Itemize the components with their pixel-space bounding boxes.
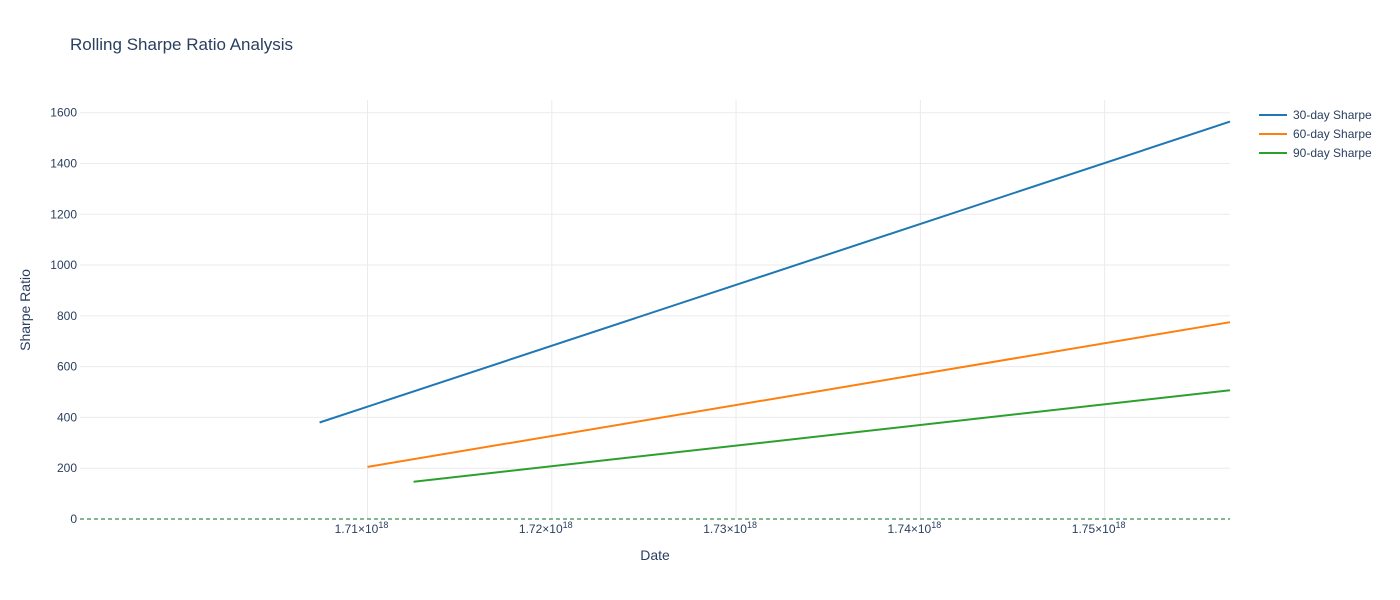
legend-item[interactable]: 30-day Sharpe: [1259, 108, 1372, 122]
chart-title: Rolling Sharpe Ratio Analysis: [70, 35, 293, 54]
y-axis-ticks: 0 200 400 600 800 1000 1200 1400 1600: [50, 106, 77, 526]
y-tick-label: 1000: [50, 258, 77, 272]
y-tick-label: 1200: [50, 207, 77, 221]
x-tick-label: 1.71×1018: [335, 520, 389, 536]
series-layer: [319, 120, 1231, 483]
x-axis-ticks: 1.71×1018 1.72×1018 1.73×1018 1.74×1018 1.75…: [335, 520, 1126, 536]
y-tick-label: 800: [57, 309, 77, 323]
x-tick-label: 1.72×1018: [519, 520, 573, 536]
x-tick-label: 1.73×1018: [703, 520, 757, 536]
x-tick-label: 1.74×1018: [888, 520, 942, 536]
x-axis-title: Date: [640, 547, 670, 563]
series-line-2: [367, 321, 1231, 468]
legend-label: 90-day Sharpe: [1293, 146, 1372, 160]
y-tick-label: 400: [57, 410, 77, 424]
legend[interactable]: 30-day Sharpe 60-day Sharpe 90-day Sharpe: [1259, 108, 1372, 160]
y-tick-label: 0: [70, 512, 77, 526]
y-axis-title: Sharpe Ratio: [17, 269, 33, 351]
legend-label: 60-day Sharpe: [1293, 127, 1372, 141]
legend-item[interactable]: 90-day Sharpe: [1259, 146, 1372, 160]
grid-layer: [80, 100, 1230, 519]
series-line-1: [319, 120, 1231, 424]
y-tick-label: 200: [57, 461, 77, 475]
legend-label: 30-day Sharpe: [1293, 108, 1372, 122]
x-tick-label: 1.75×1018: [1072, 520, 1126, 536]
series-line-3: [413, 389, 1231, 483]
y-tick-label: 1400: [50, 156, 77, 170]
legend-item[interactable]: 60-day Sharpe: [1259, 127, 1372, 141]
y-tick-label: 600: [57, 360, 77, 374]
y-tick-label: 1600: [50, 106, 77, 120]
